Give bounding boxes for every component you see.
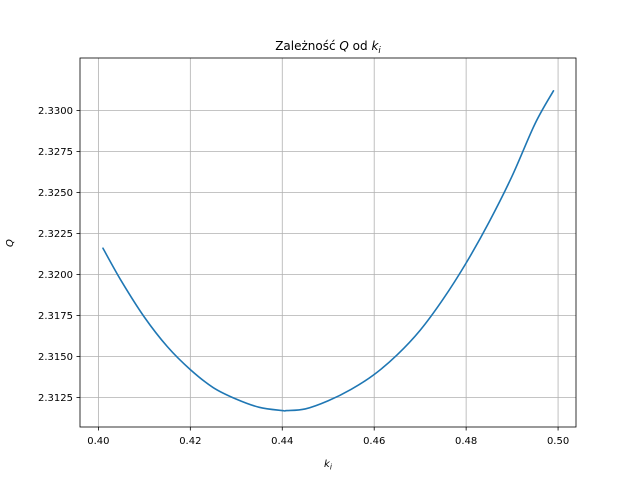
x-tick-label: 0.50 [547, 436, 569, 447]
x-tick-label: 0.48 [455, 436, 477, 447]
y-tick-label: 2.3250 [38, 188, 73, 199]
chart-title-k: k [371, 39, 379, 53]
y-tick-label: 2.3275 [38, 147, 73, 158]
chart-title-middle: od [349, 39, 372, 53]
x-tick-label: 0.46 [363, 436, 385, 447]
x-tick-label: 0.44 [271, 436, 293, 447]
x-axis-label: ki [324, 459, 333, 472]
x-tick-label: 0.42 [179, 436, 201, 447]
chart-title-subscript: i [378, 46, 381, 56]
series-layer [102, 90, 555, 412]
y-tick-label: 2.3150 [38, 352, 73, 363]
y-tick-label: 2.3300 [38, 106, 73, 117]
y-axis-ticks: 2.3125 2.3150 2.3175 2.3200 2.3225 2.3250 2.32… [38, 106, 80, 404]
chart-title: Zależność Q od ki [275, 39, 381, 56]
chart-title-prefix: Zależność [275, 39, 339, 53]
x-axis-label-subscript: i [330, 463, 333, 472]
y-axis-label: Q [5, 239, 16, 247]
y-tick-label: 2.3125 [38, 393, 73, 404]
chart-title-q: Q [339, 39, 348, 53]
x-axis-ticks: 0.40 0.42 0.44 0.46 0.48 0.50 [87, 427, 569, 447]
y-tick-label: 2.3175 [38, 311, 73, 322]
axes-frame [79, 57, 577, 428]
y-tick-label: 2.3200 [38, 270, 73, 281]
x-tick-label: 0.40 [87, 436, 109, 447]
y-tick-label: 2.3225 [38, 229, 73, 240]
series-line [102, 90, 555, 412]
grid [80, 58, 576, 427]
x-axis-label-k: k [324, 459, 331, 470]
